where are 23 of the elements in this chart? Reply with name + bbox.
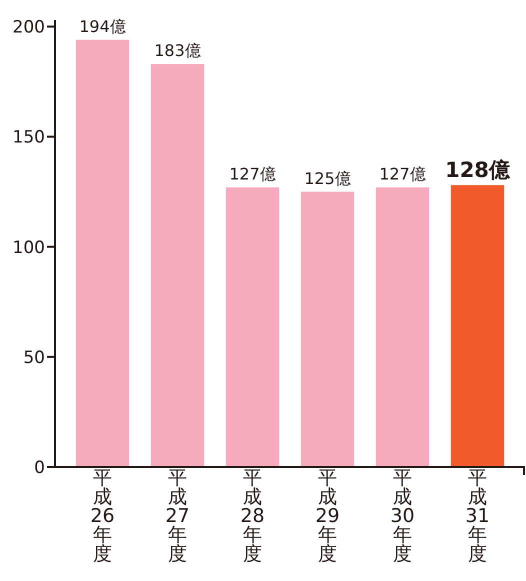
x-tick-label: 平成31年度: [465, 467, 490, 565]
x-tick-label: 平成30年度: [390, 467, 415, 565]
y-tick-label: 150: [12, 128, 45, 148]
bar: [150, 64, 204, 467]
data-label: 128億: [445, 158, 511, 182]
bar: [376, 187, 430, 467]
data-label: 125億: [304, 168, 351, 188]
x-tick-label: 平成27年度: [165, 467, 190, 565]
data-label: 127億: [229, 164, 276, 184]
x-tick-label: 平成28年度: [240, 467, 265, 565]
x-tick-label: 平成29年度: [315, 467, 340, 565]
bar: [226, 187, 280, 467]
y-tick-label: 50: [23, 348, 45, 368]
bar: [76, 40, 130, 467]
y-tick-label: 100: [12, 238, 45, 258]
x-tick-label: 平成26年度: [90, 467, 115, 565]
y-tick-label: 0: [34, 458, 45, 478]
data-label: 127億: [379, 164, 426, 184]
data-label: 183億: [154, 41, 201, 60]
bar: [450, 185, 504, 467]
data-label: 194億: [79, 16, 126, 36]
bar: [300, 192, 354, 467]
y-tick-label: 200: [12, 18, 45, 38]
